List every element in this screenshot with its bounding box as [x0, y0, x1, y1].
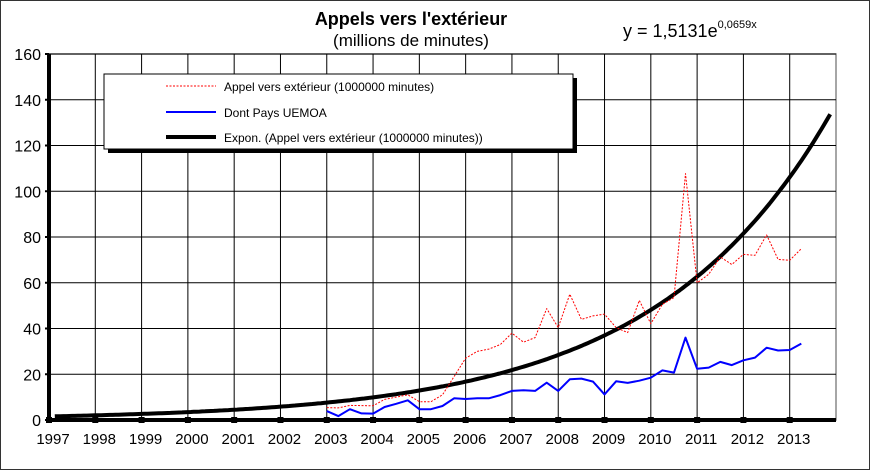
x-tick [277, 417, 284, 423]
x-tick-label: 1997 [36, 431, 69, 448]
legend: Appel vers extérieur (1000000 minutes) D… [103, 73, 577, 153]
x-tick [647, 417, 654, 423]
x-tick [46, 417, 52, 423]
x-tick-label: 2005 [407, 431, 440, 448]
x-tick-label: 2009 [592, 431, 625, 448]
series-uemoa [326, 336, 802, 418]
x-tick-label: 2012 [731, 431, 764, 448]
x-tick [92, 417, 99, 423]
x-tick [786, 417, 793, 423]
y-tick-label: 100 [14, 184, 41, 201]
x-tick-label: 2011 [685, 431, 717, 448]
equation-exponent: 0,0659x [718, 19, 758, 31]
x-tick [138, 417, 145, 423]
x-tick [601, 417, 608, 423]
x-tick-label: 2006 [453, 431, 486, 448]
y-axis: 0 20 40 60 80 100 120 140 160 [14, 47, 51, 430]
x-tick-label: 2002 [268, 431, 301, 448]
trend-equation: y = 1,5131e0,0659x [623, 19, 757, 41]
x-tick [184, 417, 191, 423]
legend-label-uemoa: Dont Pays UEMOA [224, 106, 327, 120]
series-appel-exterieur [326, 173, 802, 409]
x-tick-label: 2010 [638, 431, 671, 448]
x-axis: 1997 1998 1999 2000 2001 2002 2003 2004 2005 2006… [36, 417, 836, 448]
x-tick [370, 417, 377, 423]
trend-line-expon [54, 113, 832, 419]
x-tick [323, 417, 330, 423]
x-tick [462, 417, 469, 423]
x-tick-label: 1998 [83, 431, 116, 448]
y-tick-label: 60 [23, 276, 41, 293]
equation-base: y = 1,5131e [623, 21, 718, 41]
legend-label-appel: Appel vers extérieur (1000000 minutes) [224, 80, 434, 94]
x-tick [740, 417, 747, 423]
x-tick-label: 1999 [129, 431, 162, 448]
y-tick-label: 140 [14, 93, 41, 110]
x-tick-label: 2003 [314, 431, 347, 448]
x-tick [694, 417, 701, 423]
x-tick-label: 2013 [777, 431, 810, 448]
y-tick-label: 20 [23, 367, 41, 384]
y-tick-label: 80 [23, 230, 41, 247]
x-tick [508, 417, 515, 423]
y-tick-label: 160 [14, 47, 41, 64]
x-tick [416, 417, 423, 423]
y-tick-label: 0 [32, 413, 41, 430]
x-tick-label: 2008 [546, 431, 579, 448]
series-layer [54, 113, 832, 419]
x-tick-label: 2007 [499, 431, 532, 448]
chart-subtitle: (millions de minutes) [333, 31, 489, 50]
y-tick-label: 40 [23, 322, 41, 339]
x-tick-label: 2000 [175, 431, 208, 448]
x-tick [231, 417, 238, 423]
chart-title: Appels vers l'extérieur [315, 9, 507, 29]
x-tick-label: 2004 [360, 431, 393, 448]
x-tick-label: 2001 [221, 431, 254, 448]
x-tick [555, 417, 562, 423]
y-tick-label: 120 [14, 139, 41, 156]
legend-label-expon: Expon. (Appel vers extérieur (1000000 mi… [224, 131, 483, 145]
